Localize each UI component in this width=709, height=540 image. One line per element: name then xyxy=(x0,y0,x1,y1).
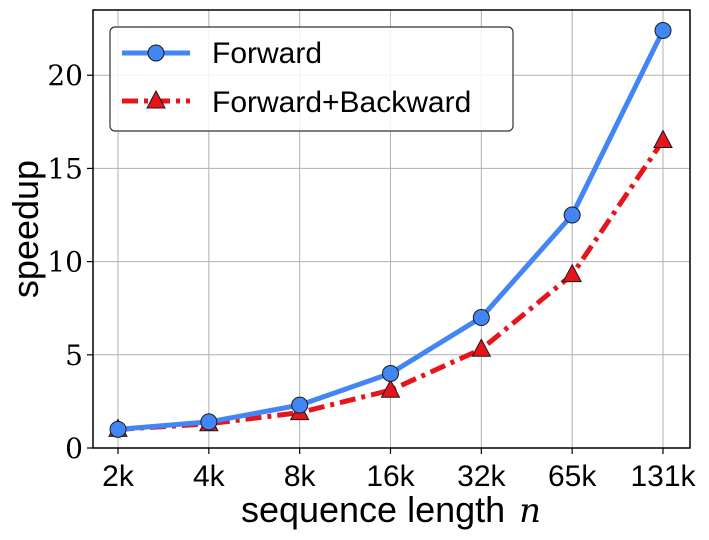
legend-marker-forward xyxy=(148,45,164,61)
data-point-forward xyxy=(110,421,126,437)
data-point-forward xyxy=(201,414,217,430)
legend-label-forward-backward: Forward+Backward xyxy=(212,86,471,119)
x-tick-label: 2k xyxy=(102,460,135,493)
x-tick-label: 4k xyxy=(193,460,226,493)
data-point-forward xyxy=(564,207,580,223)
y-tick-label: 20 xyxy=(47,59,83,92)
x-axis-label: sequence length n xyxy=(241,489,541,531)
legend-label-forward: Forward xyxy=(212,37,322,70)
y-tick-label: 15 xyxy=(47,152,83,185)
data-point-forward xyxy=(655,23,671,39)
x-tick-label: 131k xyxy=(630,460,696,493)
data-point-forward xyxy=(292,397,308,413)
y-tick-label: 5 xyxy=(65,339,83,372)
y-axis-label: speedup xyxy=(5,160,46,298)
y-tick-label: 10 xyxy=(47,246,83,279)
y-tick-label: 0 xyxy=(65,432,83,465)
x-tick-label: 65k xyxy=(548,460,597,493)
legend: Forward Forward+Backward xyxy=(110,27,513,131)
data-point-forward xyxy=(473,310,489,326)
x-axis-label-variable: n xyxy=(519,491,541,531)
data-point-forward xyxy=(383,365,399,381)
x-axis-label-text: sequence length xyxy=(241,489,505,530)
